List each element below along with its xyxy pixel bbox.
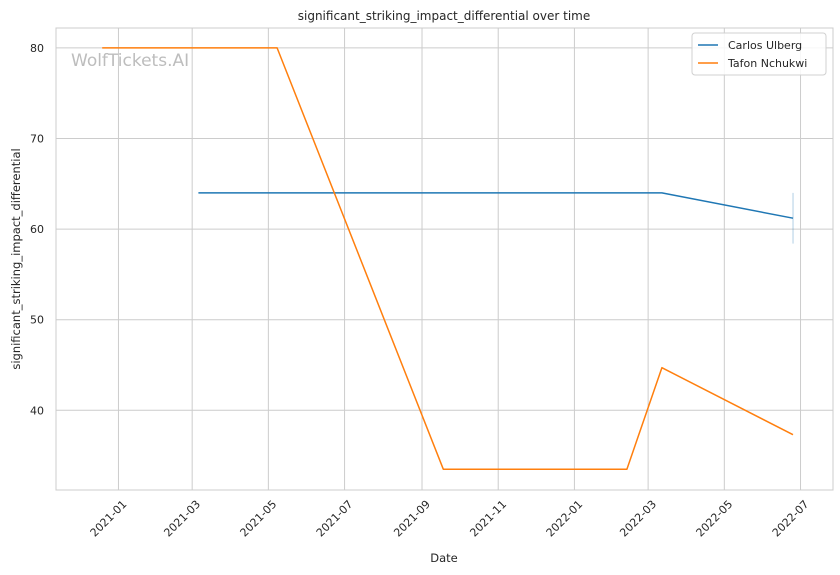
x-tick-label: 2021-05 bbox=[238, 498, 280, 540]
series-line bbox=[102, 47, 794, 470]
plot-border bbox=[55, 27, 834, 491]
y-tick-labels: 40 50 60 70 80 bbox=[30, 42, 44, 417]
watermark: WolfTickets.AI bbox=[71, 51, 189, 71]
legend-entry: Tafon Nchukwi bbox=[727, 57, 807, 70]
series-line bbox=[198, 192, 794, 219]
x-tick-label: 2022-03 bbox=[617, 498, 659, 540]
y-tick-label: 80 bbox=[30, 42, 44, 55]
x-tick-label: 2021-11 bbox=[467, 498, 509, 540]
grid-lines bbox=[56, 28, 833, 490]
x-tick-labels: 2021-01 2021-03 2021-05 2021-07 2021-09 2021-… bbox=[88, 498, 812, 540]
legend-entry: Carlos Ulberg bbox=[728, 39, 802, 52]
plot-area bbox=[56, 28, 833, 490]
y-tick-label: 70 bbox=[30, 133, 44, 146]
x-axis-label: Date bbox=[430, 551, 458, 565]
y-tick-label: 50 bbox=[30, 314, 44, 327]
x-tick-label: 2021-07 bbox=[314, 498, 356, 540]
x-tick-label: 2022-01 bbox=[544, 498, 586, 540]
x-tick-label: 2021-01 bbox=[88, 498, 130, 540]
legend: Carlos Ulberg Tafon Nchukwi bbox=[691, 32, 827, 76]
x-tick-label: 2022-07 bbox=[770, 498, 812, 540]
x-tick-label: 2021-03 bbox=[161, 498, 203, 540]
y-tick-label: 40 bbox=[30, 404, 44, 417]
y-axis-label: significant_striking_impact_differential bbox=[9, 148, 23, 369]
x-tick-label: 2021-09 bbox=[391, 498, 433, 540]
x-tick-label: 2022-05 bbox=[694, 498, 736, 540]
chart-title: significant_striking_impact_differential… bbox=[298, 9, 590, 23]
y-tick-label: 60 bbox=[30, 223, 44, 236]
legend-box bbox=[691, 32, 827, 76]
series-group bbox=[102, 47, 794, 470]
